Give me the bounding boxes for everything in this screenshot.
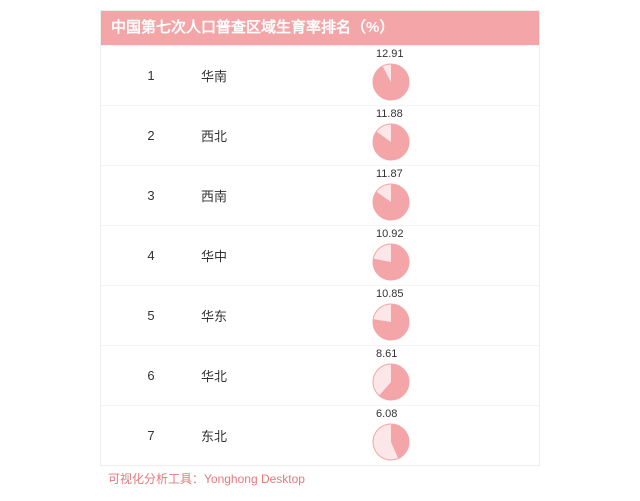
pie-icon [371,242,411,287]
pie-cell: 10.92 [331,226,539,286]
value-label: 10.85 [376,288,404,300]
table-row: 5 华东 10.85 [101,285,539,345]
rank-cell: 5 [101,308,201,323]
region-cell: 华北 [201,366,331,385]
table-row: 3 西南 11.87 [101,165,539,225]
footer-credit: 可视化分析工具：Yonghong Desktop [100,470,540,487]
table-row: 1 华南 12.91 [101,45,539,105]
region-cell: 华东 [201,306,331,325]
pie-cell: 12.91 [331,46,539,106]
rank-cell: 3 [101,188,201,203]
pie-icon [371,122,411,167]
pie-cell: 10.85 [331,286,539,346]
pie-cell: 11.87 [331,166,539,226]
pie-cell: 8.61 [331,346,539,406]
pie-icon [371,302,411,347]
value-label: 10.92 [376,228,404,240]
table-row: 7 东北 6.08 [101,405,539,465]
pie-cell: 11.88 [331,106,539,166]
pie-cell: 6.08 [331,406,539,466]
table-row: 2 西北 11.88 [101,105,539,165]
pie-icon [371,362,411,407]
card-title: 中国第七次人口普查区域生育率排名（%） [101,11,539,45]
region-cell: 西北 [201,126,331,145]
rank-cell: 6 [101,368,201,383]
ranking-card: 中国第七次人口普查区域生育率排名（%） 1 华南 12.91 2 西北 11.8… [100,10,540,466]
rank-cell: 1 [101,68,201,83]
pie-icon [371,62,411,107]
region-cell: 华南 [201,66,331,85]
rank-cell: 2 [101,128,201,143]
region-cell: 华中 [201,246,331,265]
value-label: 11.87 [376,168,403,180]
rank-cell: 7 [101,428,201,443]
pie-icon [371,422,411,467]
region-cell: 东北 [201,426,331,445]
value-label: 6.08 [376,408,397,420]
table-row: 6 华北 8.61 [101,345,539,405]
region-cell: 西南 [201,186,331,205]
value-label: 8.61 [376,348,397,360]
table-row: 4 华中 10.92 [101,225,539,285]
pie-icon [371,182,411,227]
value-label: 11.88 [376,108,403,120]
ranking-rows: 1 华南 12.91 2 西北 11.88 3 西南 11.87 4 华中 10… [101,45,539,465]
rank-cell: 4 [101,248,201,263]
value-label: 12.91 [376,48,404,60]
